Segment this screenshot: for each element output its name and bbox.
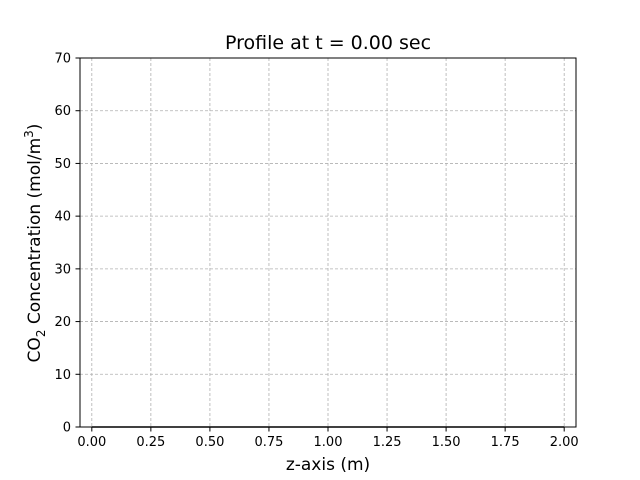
y-tick-label: 10 [54, 368, 71, 383]
x-tick-label: 0.00 [77, 435, 106, 450]
y-tick-label: 0 [63, 421, 71, 436]
y-axis-label-suffix: ) [25, 124, 45, 131]
x-tick-label: 0.50 [195, 435, 224, 450]
y-axis-label-prefix: CO [25, 337, 45, 362]
y-axis-label-middle: Concentration (mol/m [25, 138, 45, 330]
y-axis: 0 10 20 30 40 50 60 70 [54, 52, 80, 436]
x-axis: 0.00 0.25 0.50 0.75 1.00 1.25 1.50 1.75 2.00 [77, 427, 579, 450]
y-axis-label-superscript: 3 [22, 130, 36, 138]
y-tick-label: 30 [54, 262, 71, 277]
y-tick-label: 20 [54, 315, 71, 330]
x-tick-label: 1.25 [373, 435, 402, 450]
plot-area [79, 57, 577, 428]
x-tick-label: 1.50 [432, 435, 461, 450]
y-tick-label: 50 [54, 157, 71, 172]
x-axis-label: z-axis (m) [286, 455, 370, 475]
x-tick-label: 0.25 [136, 435, 165, 450]
x-tick-label: 2.00 [550, 435, 579, 450]
x-tick-label: 0.75 [254, 435, 283, 450]
y-tick-label: 70 [54, 52, 71, 67]
y-tick-label: 60 [54, 104, 71, 119]
y-tick-label: 40 [54, 210, 71, 225]
x-tick-label: 1.00 [314, 435, 343, 450]
y-axis-label-subscript: 2 [34, 330, 48, 338]
x-tick-label: 1.75 [491, 435, 520, 450]
chart-title: Profile at t = 0.00 sec [225, 32, 431, 54]
y-axis-label: CO2 Concentration (mol/m3) [22, 124, 48, 363]
